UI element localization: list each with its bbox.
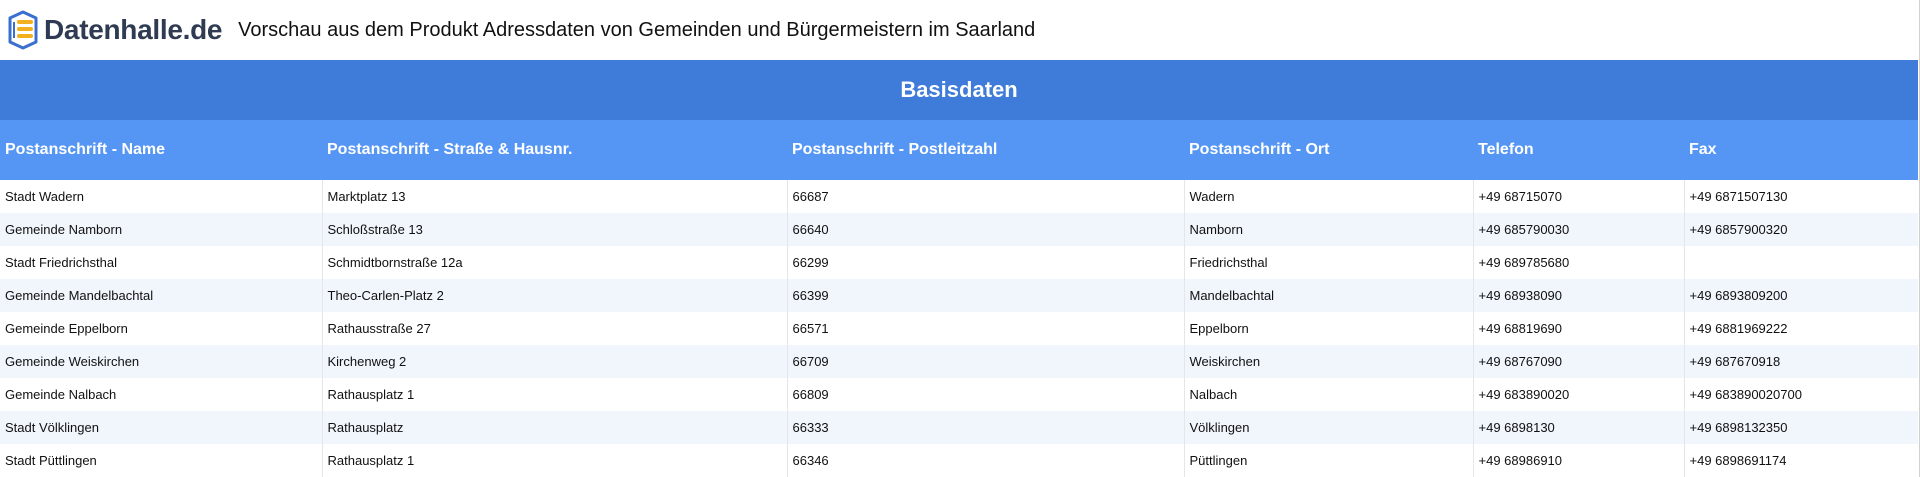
cell-city: Mandelbachtal xyxy=(1183,279,1473,312)
cell-street: Kirchenweg 2 xyxy=(321,345,787,378)
cell-street: Theo-Carlen-Platz 2 xyxy=(321,279,787,312)
column-header-fax[interactable]: Fax xyxy=(1684,120,1919,180)
cell-name: Gemeinde Weiskirchen xyxy=(0,345,322,378)
table-row: Gemeinde Mandelbachtal Theo-Carlen-Platz… xyxy=(0,279,1919,312)
column-header-phone[interactable]: Telefon xyxy=(1473,120,1684,180)
cell-phone: +49 68767090 xyxy=(1472,345,1684,378)
page-title: Vorschau aus dem Produkt Adressdaten von… xyxy=(238,18,1036,41)
cell-city: Weiskirchen xyxy=(1183,345,1473,378)
table-row: Gemeinde Weiskirchen Kirchenweg 2 66709 … xyxy=(0,345,1919,378)
cell-fax: +49 6893809200 xyxy=(1683,279,1919,312)
cell-name: Gemeinde Namborn xyxy=(0,213,322,246)
cell-fax: +49 6881969222 xyxy=(1683,312,1919,345)
cell-postcode: 66346 xyxy=(786,444,1184,477)
cell-postcode: 66709 xyxy=(786,345,1184,378)
cell-city: Friedrichsthal xyxy=(1183,246,1473,279)
column-header-city[interactable]: Postanschrift - Ort xyxy=(1184,120,1473,180)
cell-street: Rathausplatz 1 xyxy=(321,444,787,477)
cell-phone: +49 68986910 xyxy=(1472,444,1684,477)
cell-phone: +49 6898130 xyxy=(1472,411,1684,444)
cell-postcode: 66333 xyxy=(786,411,1184,444)
table-row: Stadt Wadern Marktplatz 13 66687 Wadern … xyxy=(0,180,1919,213)
cell-fax: +49 6898132350 xyxy=(1683,411,1919,444)
logo-text: Datenhalle.de xyxy=(44,14,223,45)
cell-phone: +49 689785680 xyxy=(1472,246,1684,279)
cell-city: Nalbach xyxy=(1183,378,1473,411)
cell-name: Stadt Püttlingen xyxy=(0,444,322,477)
cell-postcode: 66687 xyxy=(786,180,1184,213)
cell-name: Gemeinde Nalbach xyxy=(0,378,322,411)
cell-postcode: 66571 xyxy=(786,312,1184,345)
cell-name: Gemeinde Eppelborn xyxy=(0,312,322,345)
table-row: Gemeinde Eppelborn Rathausstraße 27 6657… xyxy=(0,312,1919,345)
cell-fax: +49 6871507130 xyxy=(1683,180,1919,213)
cell-city: Völklingen xyxy=(1183,411,1473,444)
cell-postcode: 66640 xyxy=(786,213,1184,246)
column-header-postcode[interactable]: Postanschrift - Postleitzahl xyxy=(787,120,1184,180)
table-row: Stadt Friedrichsthal Schmidtbornstraße 1… xyxy=(0,246,1919,279)
cell-phone: +49 68715070 xyxy=(1472,180,1684,213)
cell-fax: +49 6898691174 xyxy=(1683,444,1919,477)
table-row: Gemeinde Nalbach Rathausplatz 1 66809 Na… xyxy=(0,378,1919,411)
table-column-header-row: Postanschrift - Name Postanschrift - Str… xyxy=(0,120,1919,180)
site-logo[interactable]: Datenhalle.de xyxy=(6,10,222,50)
cell-fax: +49 687670918 xyxy=(1683,345,1919,378)
cell-phone: +49 68819690 xyxy=(1472,312,1684,345)
table-group-header-row: Basisdaten xyxy=(0,60,1919,120)
cell-postcode: 66299 xyxy=(786,246,1184,279)
column-header-street[interactable]: Postanschrift - Straße & Hausnr. xyxy=(322,120,787,180)
cell-postcode: 66809 xyxy=(786,378,1184,411)
cell-street: Schloßstraße 13 xyxy=(321,213,787,246)
cell-fax: +49 6857900320 xyxy=(1683,213,1919,246)
cell-city: Namborn xyxy=(1183,213,1473,246)
address-table: Basisdaten Postanschrift - Name Postansc… xyxy=(0,60,1919,477)
cell-phone: +49 683890020 xyxy=(1472,378,1684,411)
cell-phone: +49 685790030 xyxy=(1472,213,1684,246)
table-row: Stadt Völklingen Rathausplatz 66333 Völk… xyxy=(0,411,1919,444)
cell-fax xyxy=(1683,246,1919,279)
cell-fax: +49 683890020700 xyxy=(1683,378,1919,411)
cell-postcode: 66399 xyxy=(786,279,1184,312)
cell-street: Marktplatz 13 xyxy=(321,180,787,213)
cell-phone: +49 68938090 xyxy=(1472,279,1684,312)
database-stack-icon xyxy=(6,10,40,50)
cell-street: Rathausstraße 27 xyxy=(321,312,787,345)
cell-name: Stadt Wadern xyxy=(0,180,322,213)
group-header-basisdaten: Basisdaten xyxy=(0,60,1919,120)
page-header: Datenhalle.de Vorschau aus dem Produkt A… xyxy=(0,0,1920,60)
cell-street: Rathausplatz 1 xyxy=(321,378,787,411)
cell-city: Eppelborn xyxy=(1183,312,1473,345)
cell-name: Stadt Friedrichsthal xyxy=(0,246,322,279)
table-row: Gemeinde Namborn Schloßstraße 13 66640 N… xyxy=(0,213,1919,246)
cell-name: Stadt Völklingen xyxy=(0,411,322,444)
cell-name: Gemeinde Mandelbachtal xyxy=(0,279,322,312)
cell-street: Rathausplatz xyxy=(321,411,787,444)
column-header-name[interactable]: Postanschrift - Name xyxy=(0,120,322,180)
table-row: Stadt Püttlingen Rathausplatz 1 66346 Pü… xyxy=(0,444,1919,477)
cell-city: Püttlingen xyxy=(1183,444,1473,477)
cell-street: Schmidtbornstraße 12a xyxy=(321,246,787,279)
cell-city: Wadern xyxy=(1183,180,1473,213)
